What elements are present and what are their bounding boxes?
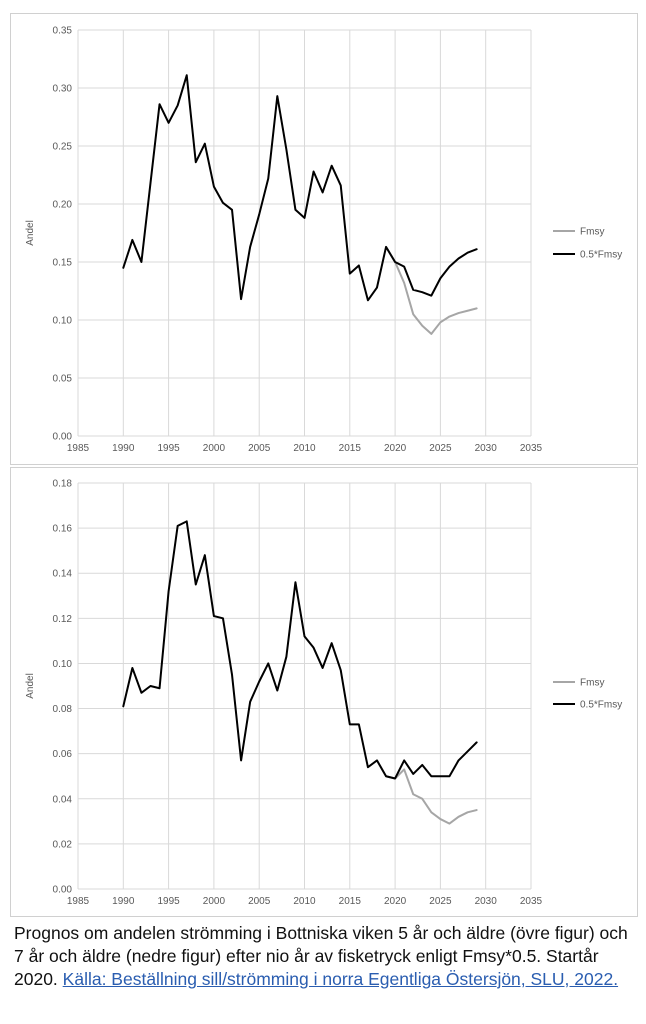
- y-tick-label: 0.04: [53, 794, 73, 805]
- legend-label: Fmsy: [580, 678, 604, 689]
- x-tick-label: 1985: [67, 896, 90, 907]
- y-tick-label: 0.25: [53, 142, 73, 153]
- x-tick-label: 1995: [157, 443, 180, 454]
- series-line-half-fmsy: [122, 74, 478, 302]
- x-tick-label: 2000: [203, 443, 226, 454]
- x-tick-label: 2005: [248, 443, 271, 454]
- x-tick-label: 2030: [475, 443, 498, 454]
- y-tick-label: 0.00: [53, 885, 73, 896]
- y-tick-label: 0.18: [53, 479, 73, 490]
- y-tick-label: 0.15: [53, 258, 73, 269]
- chart-panel-bottom: 0.00 0.02 0.04 0.06 0.08 0.10 0.12 0.14 0.16 0.18…: [10, 467, 638, 917]
- x-tick-label: 2020: [384, 896, 407, 907]
- x-tick-label: 2015: [339, 443, 362, 454]
- y-tick-label: 0.10: [53, 316, 73, 327]
- caption-text: Prognos om andelen strömming i Bottniska…: [14, 923, 628, 989]
- y-tick-label: 0.10: [53, 659, 73, 670]
- y-tick-label: 0.06: [53, 749, 73, 760]
- x-tick-label: 2005: [248, 896, 271, 907]
- y-tick-label: 0.30: [53, 84, 73, 95]
- y-axis-label: Andel: [25, 673, 36, 699]
- series-line-fmsy: [385, 768, 478, 825]
- x-tick-label: 2035: [520, 896, 543, 907]
- x-tick-label: 1990: [112, 443, 135, 454]
- y-tick-label: 0.02: [53, 839, 73, 850]
- x-tick-label: 2025: [429, 896, 452, 907]
- chart-panel-top: 0.00 0.05 0.10 0.15 0.20 0.25 0.30 0.35 1985 1990…: [10, 13, 638, 465]
- x-tick-label: 2035: [520, 443, 543, 454]
- legend-label: 0.5*Fmsy: [580, 700, 622, 711]
- y-tick-label: 0.20: [53, 200, 73, 211]
- y-tick-label: 0.12: [53, 614, 73, 625]
- legend-label: Fmsy: [580, 227, 604, 238]
- x-tick-label: 2000: [203, 896, 226, 907]
- x-tick-label: 2015: [339, 896, 362, 907]
- x-tick-label: 2025: [429, 443, 452, 454]
- line-chart-top: 0.00 0.05 0.10 0.15 0.20 0.25 0.30 0.35 1985 1990…: [25, 26, 622, 455]
- y-tick-label: 0.05: [53, 374, 73, 385]
- y-tick-label: 0.14: [53, 569, 73, 580]
- figure-caption: Prognos om andelen strömming i Bottniska…: [14, 922, 634, 991]
- x-tick-label: 2020: [384, 443, 407, 454]
- line-chart-bottom: 0.00 0.02 0.04 0.06 0.08 0.10 0.12 0.14 0.16 0.18…: [25, 479, 622, 908]
- source-link[interactable]: Källa: Beställning sill/strömming i norr…: [62, 969, 619, 989]
- y-tick-label: 0.00: [53, 432, 73, 443]
- x-tick-label: 1985: [67, 443, 90, 454]
- x-tick-label: 1990: [112, 896, 135, 907]
- x-tick-label: 2010: [293, 443, 316, 454]
- y-axis-label: Andel: [25, 220, 36, 246]
- series-line-half-fmsy: [122, 520, 478, 780]
- series-line-fmsy: [385, 245, 478, 335]
- legend-label: 0.5*Fmsy: [580, 250, 622, 261]
- x-tick-label: 2010: [293, 896, 316, 907]
- x-tick-label: 2030: [475, 896, 498, 907]
- y-tick-label: 0.35: [53, 26, 73, 37]
- x-tick-label: 1995: [157, 896, 180, 907]
- y-tick-label: 0.16: [53, 524, 73, 535]
- y-tick-label: 0.08: [53, 704, 73, 715]
